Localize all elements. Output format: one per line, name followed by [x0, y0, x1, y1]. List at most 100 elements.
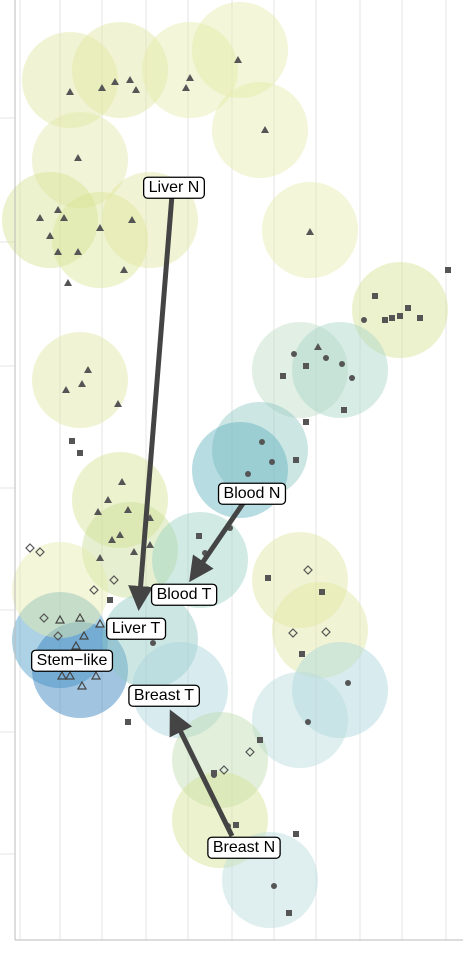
label-text: Blood T: [157, 586, 212, 603]
density-cloud: [252, 322, 348, 418]
point: [303, 419, 309, 425]
density-cloud: [142, 22, 238, 118]
label: Breast T: [128, 684, 200, 707]
arrow: [128, 194, 175, 611]
label-box: [30, 649, 114, 672]
point: [118, 478, 126, 485]
point: [245, 471, 251, 477]
label-text: Liver T: [112, 620, 161, 637]
label: Breast N: [207, 836, 281, 859]
density-cloud: [292, 322, 388, 418]
point: [234, 56, 242, 63]
point: [53, 631, 63, 641]
point: [233, 822, 239, 828]
arrow: [189, 500, 247, 583]
point: [98, 84, 106, 91]
point: [78, 380, 86, 387]
point: [94, 508, 102, 515]
point: [397, 313, 403, 319]
point: [303, 363, 309, 369]
point: [361, 317, 367, 323]
point: [299, 651, 305, 657]
point: [186, 74, 194, 81]
point: [280, 373, 286, 379]
point: [196, 533, 202, 539]
density-cloud: [252, 532, 348, 628]
arrow: [169, 709, 235, 838]
point: [90, 670, 102, 680]
point: [323, 355, 329, 361]
label: Liver T: [106, 617, 167, 640]
point: [125, 719, 131, 725]
density-cloud: [22, 32, 118, 128]
density-cloud: [12, 542, 108, 638]
point: [130, 548, 138, 555]
point: [269, 459, 275, 465]
density-cloud: [82, 502, 178, 598]
label-text: Breast N: [213, 839, 275, 856]
density-cloud: [192, 2, 288, 98]
point: [286, 910, 292, 916]
density-cloud: [292, 642, 388, 738]
point: [265, 575, 271, 581]
point: [114, 400, 122, 407]
label-box: [207, 836, 281, 859]
density-clouds: [2, 2, 448, 928]
label-box: [217, 482, 287, 505]
point: [66, 88, 74, 95]
point: [245, 747, 255, 757]
point: [62, 386, 70, 393]
point: [94, 618, 106, 628]
label-box: [128, 684, 200, 707]
grid: [0, 0, 447, 940]
point: [146, 541, 154, 548]
point: [108, 536, 116, 543]
density-cloud: [172, 712, 268, 808]
point: [372, 293, 378, 299]
point: [293, 831, 299, 837]
point: [60, 214, 68, 221]
label: Blood N: [217, 482, 287, 505]
point: [303, 565, 313, 575]
point: [96, 554, 104, 561]
label-text: Stem−like: [37, 652, 108, 669]
point: [54, 248, 62, 255]
point: [259, 439, 265, 445]
point: [120, 266, 128, 273]
point: [76, 680, 88, 690]
point: [150, 640, 156, 646]
point: [78, 630, 90, 640]
point: [271, 883, 277, 889]
point: [293, 457, 299, 463]
point: [54, 206, 62, 213]
label-box: [150, 583, 218, 606]
point: [74, 154, 82, 161]
point: [314, 343, 322, 350]
arrows: [128, 194, 247, 838]
point: [126, 76, 134, 83]
density-cloud: [102, 592, 198, 688]
label-box: [143, 176, 205, 199]
point: [417, 315, 423, 321]
point: [39, 613, 49, 623]
point: [96, 224, 104, 231]
point: [128, 216, 136, 223]
density-cloud: [72, 22, 168, 118]
point: [132, 86, 140, 93]
point: [321, 627, 331, 637]
density-cloud: [212, 402, 308, 498]
label-text: Liver N: [149, 179, 200, 196]
point: [341, 407, 347, 413]
point: [389, 315, 395, 321]
point: [69, 438, 75, 444]
point: [104, 496, 112, 503]
label-box: [106, 617, 167, 640]
point: [306, 228, 314, 235]
density-cloud: [32, 332, 128, 428]
density-cloud: [252, 672, 348, 768]
label-text: Breast T: [134, 687, 194, 704]
point: [64, 279, 72, 286]
point: [77, 450, 83, 456]
points: [25, 56, 451, 916]
